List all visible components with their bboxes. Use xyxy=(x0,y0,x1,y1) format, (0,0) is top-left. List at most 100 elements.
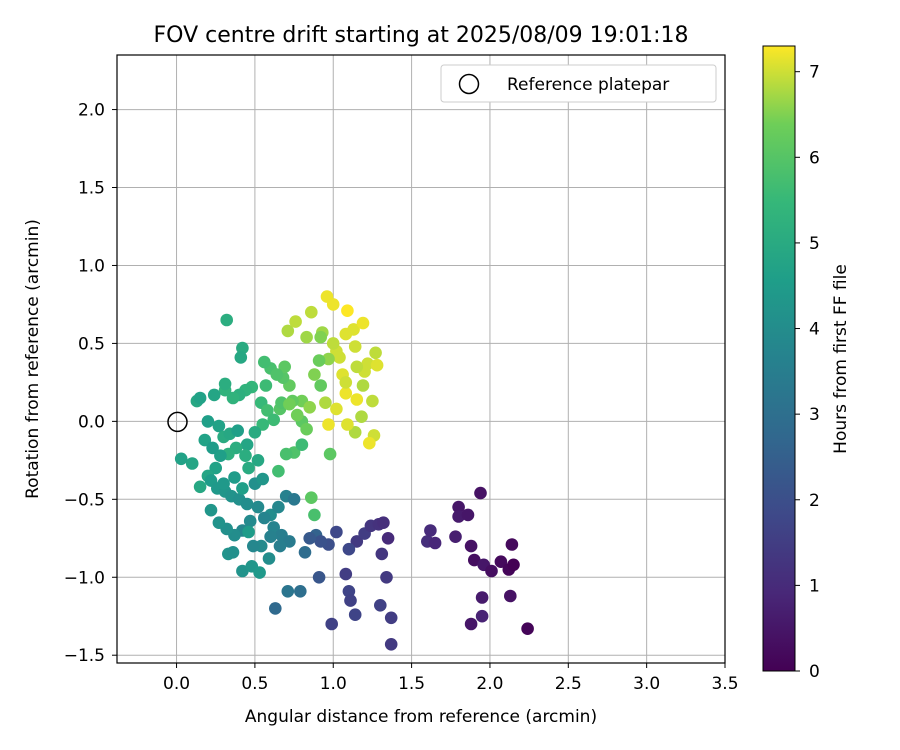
data-point xyxy=(273,539,287,553)
data-point xyxy=(236,341,249,355)
grid-lines xyxy=(117,55,726,663)
data-point xyxy=(281,585,295,598)
data-point xyxy=(333,351,346,364)
plot-frame xyxy=(116,54,726,664)
data-point xyxy=(322,418,335,431)
data-point xyxy=(475,609,489,623)
data-point xyxy=(464,539,478,553)
data-point xyxy=(236,564,249,578)
data-point xyxy=(384,611,398,625)
data-point xyxy=(348,340,362,353)
data-point xyxy=(326,337,340,350)
data-point xyxy=(314,535,328,548)
data-point xyxy=(290,408,304,422)
x-tick-label: 1.5 xyxy=(398,674,425,694)
data-point xyxy=(504,589,517,603)
legend-entry-reference: Reference platepar xyxy=(507,75,669,95)
data-point xyxy=(201,415,215,428)
data-point xyxy=(319,396,332,410)
data-point xyxy=(381,532,395,545)
data-point xyxy=(204,503,218,517)
data-point xyxy=(303,401,317,414)
data-point xyxy=(262,552,276,565)
data-point xyxy=(347,323,360,336)
data-point xyxy=(350,535,364,548)
data-point xyxy=(300,330,313,344)
data-point xyxy=(231,424,244,438)
data-point xyxy=(355,410,368,424)
data-point xyxy=(236,482,249,495)
data-point xyxy=(258,355,271,369)
data-point xyxy=(261,404,274,417)
data-point xyxy=(505,538,519,551)
colorbar-tick-label: 6 xyxy=(809,148,820,168)
data-points xyxy=(174,290,534,651)
chart-title: FOV centre drift starting at 2025/08/09 … xyxy=(154,23,689,48)
x-tick-label: 1.0 xyxy=(320,674,347,694)
reference-platepar-marker xyxy=(167,411,188,433)
colorbar-tick-label: 4 xyxy=(809,320,820,340)
data-point xyxy=(350,360,364,374)
data-point xyxy=(259,379,273,392)
data-point xyxy=(217,477,230,491)
data-point xyxy=(212,419,226,433)
data-point xyxy=(348,608,362,621)
data-point xyxy=(312,354,326,367)
data-point xyxy=(339,387,353,400)
data-point xyxy=(283,535,296,548)
x-tick-label: 2.0 xyxy=(476,674,503,694)
colorbar-tick-label: 7 xyxy=(809,63,820,83)
data-point xyxy=(214,449,227,463)
data-point xyxy=(243,514,257,528)
data-point xyxy=(209,461,222,475)
data-point xyxy=(256,418,270,431)
data-point xyxy=(380,571,393,584)
data-point xyxy=(185,457,199,470)
data-point xyxy=(193,391,207,405)
y-tick-label: 1.0 xyxy=(78,256,105,276)
data-point xyxy=(314,379,328,392)
data-point xyxy=(494,555,508,568)
y-axis-label: Rotation from reference (arcmin) xyxy=(23,219,43,499)
data-point xyxy=(272,500,285,514)
data-point xyxy=(342,585,356,598)
data-point xyxy=(228,471,241,484)
data-point xyxy=(485,564,498,578)
data-point xyxy=(452,500,465,514)
y-tick-label: −1.0 xyxy=(64,568,105,588)
data-point xyxy=(212,516,226,529)
data-point xyxy=(206,441,219,455)
x-tick-label: 0.0 xyxy=(163,674,190,694)
x-tick-label: 3.0 xyxy=(633,674,660,694)
data-point xyxy=(461,508,475,522)
x-axis-label: Angular distance from reference (arcmin) xyxy=(245,707,597,727)
data-point xyxy=(356,316,370,330)
colorbar: 0 1 2 3 4 5 6 7 Hours from first FF file xyxy=(762,45,851,682)
data-point xyxy=(377,516,390,529)
x-tick-label: 3.5 xyxy=(711,674,738,694)
data-point xyxy=(242,525,255,539)
legend-box xyxy=(440,64,717,103)
data-point xyxy=(521,622,534,635)
data-point xyxy=(330,525,343,539)
data-point xyxy=(300,422,313,436)
data-point xyxy=(326,298,340,311)
data-point xyxy=(218,377,232,391)
data-point xyxy=(308,368,321,381)
data-point xyxy=(303,532,317,545)
data-point xyxy=(278,360,292,374)
data-point xyxy=(269,602,282,615)
x-axis-ticks: 0.0 0.5 1.0 1.5 2.0 2.5 3.0 3.5 xyxy=(163,663,739,694)
data-point xyxy=(174,452,188,466)
data-point xyxy=(464,617,478,631)
data-point xyxy=(361,357,375,371)
colorbar-label: Hours from first FF file xyxy=(831,264,851,454)
data-point xyxy=(449,530,462,543)
data-point xyxy=(242,461,255,475)
data-point xyxy=(348,426,362,439)
data-point xyxy=(281,324,295,338)
colorbar-tick-label: 2 xyxy=(809,491,820,511)
data-point xyxy=(322,352,335,366)
data-point xyxy=(220,313,233,327)
